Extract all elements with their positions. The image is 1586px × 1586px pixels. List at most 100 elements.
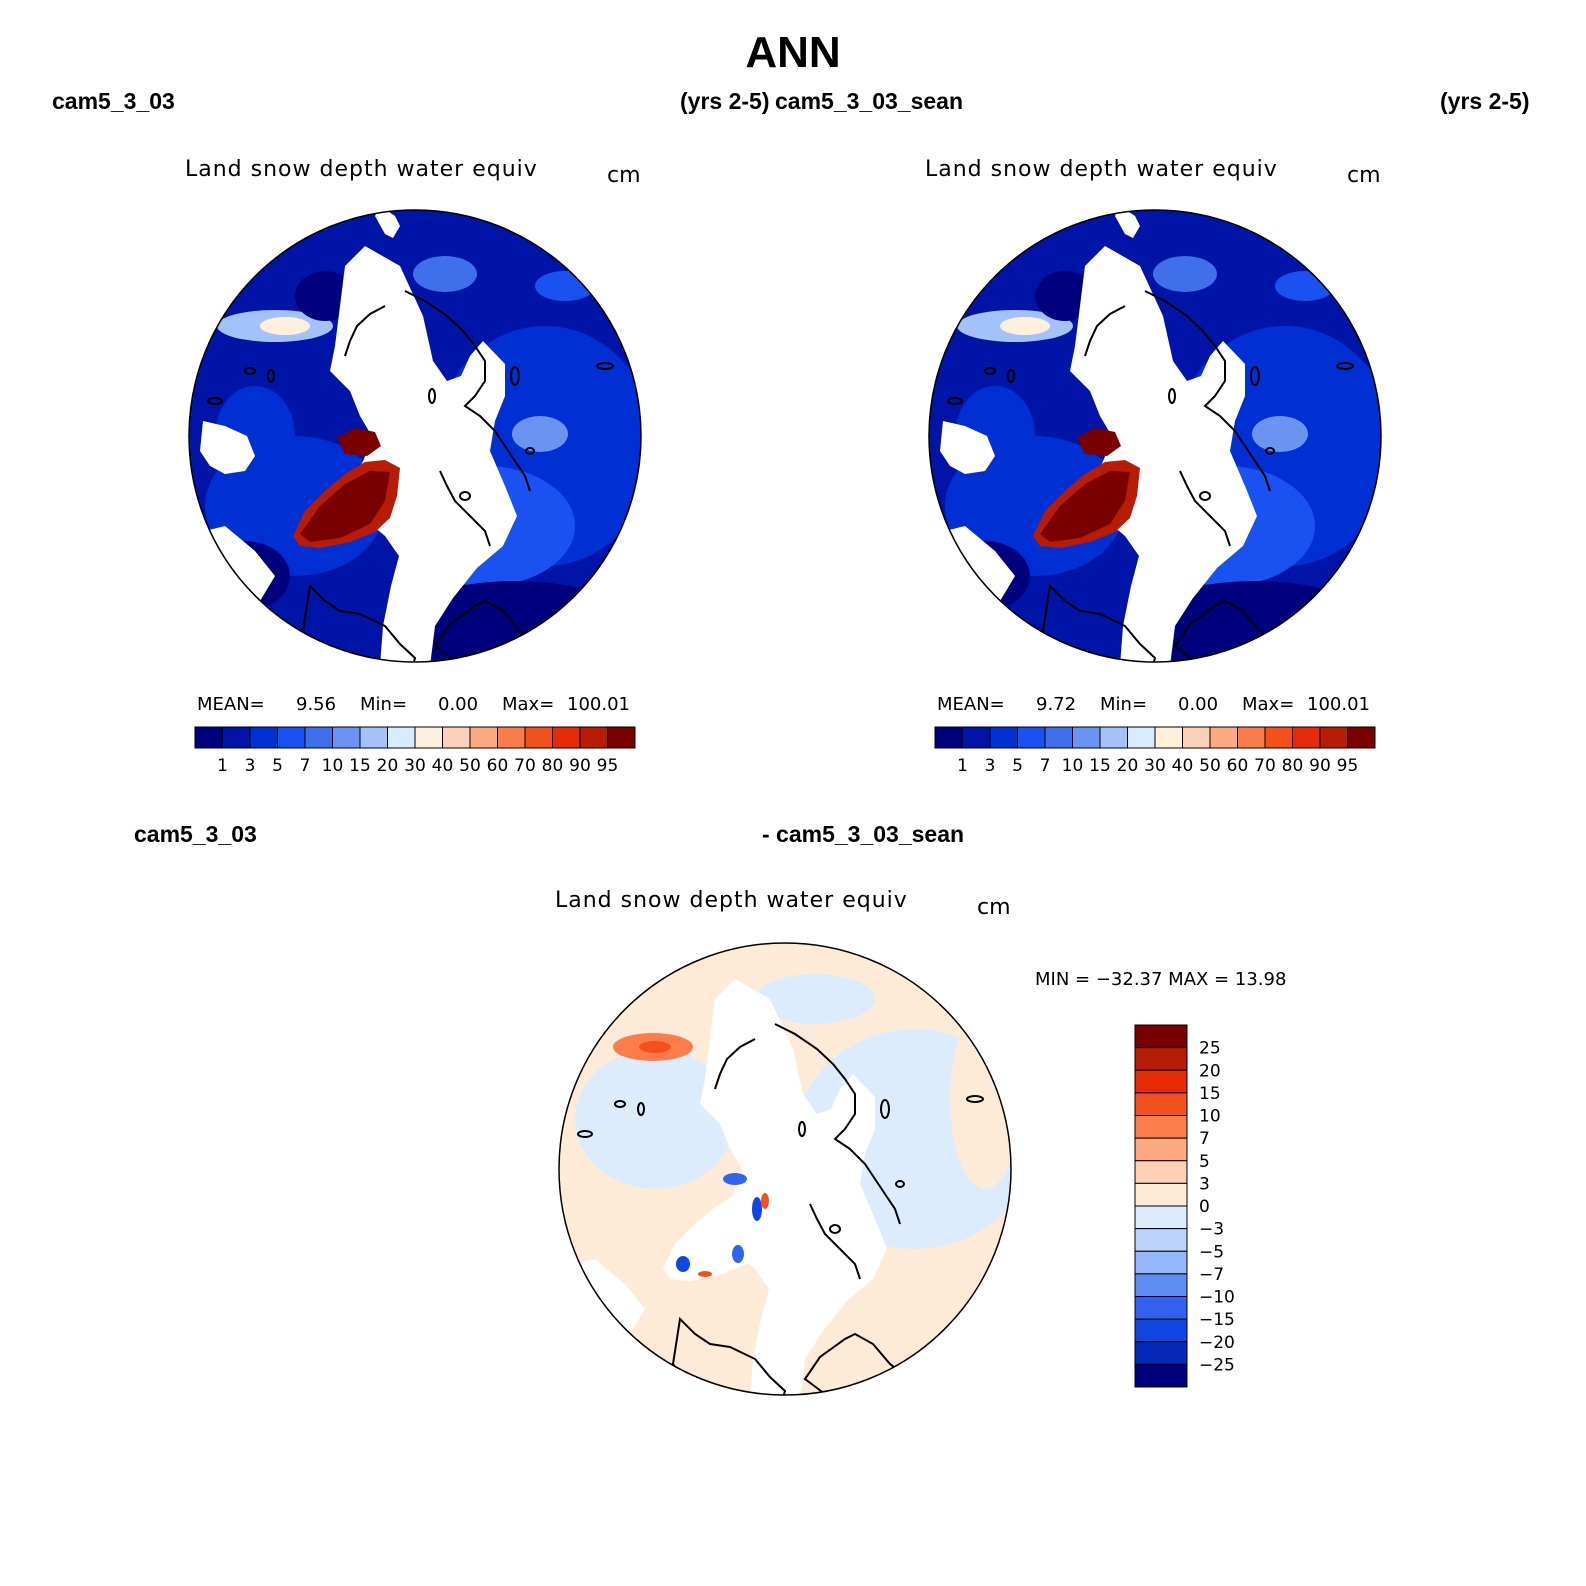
panel2-colorbar-tick-label: 90	[1309, 756, 1331, 776]
panel1-island-outline	[267, 369, 275, 383]
panel1-mean-value: 9.56	[296, 694, 337, 715]
panel2-colorbar-tick-label: 70	[1254, 756, 1276, 776]
panel2-island-outline	[1199, 491, 1211, 501]
panel1-colorbar-tick-label: 30	[404, 756, 426, 776]
right-years-label: (yrs 2-5)	[1440, 88, 1530, 114]
panel1-island-outline	[596, 362, 614, 370]
panel1-colorbar-swatch	[249, 726, 278, 749]
panel2-island-outline	[1265, 447, 1275, 455]
figure-title: ANN	[745, 28, 841, 77]
panel2-colorbar-tick-label: 50	[1199, 756, 1221, 776]
panel1-colorbar-swatch	[222, 726, 251, 749]
panel2-polar-map	[928, 209, 1382, 663]
panel1-colorbar-swatch	[497, 726, 526, 749]
diff-coastline	[714, 1038, 756, 1090]
left-case-label: cam5_3_03	[52, 88, 175, 114]
diff-colorbar-swatch	[1134, 1160, 1188, 1184]
panel2-colorbar-tick-label: 7	[1040, 756, 1051, 776]
diff-diff-region	[676, 1256, 690, 1272]
panel1-snow-region	[260, 317, 310, 335]
panel2-variable: Land snow depth water equiv	[925, 157, 1278, 182]
panel1-colorbar-tick-label: 7	[300, 756, 311, 776]
panel2-max-label: Max=	[1242, 694, 1295, 715]
panel1-island-outline	[525, 447, 535, 455]
panel2-mean-label: MEAN=	[937, 694, 1005, 715]
panel2-snow-region	[1252, 416, 1308, 452]
diff-colorbar-tick-label: 7	[1199, 1129, 1210, 1149]
diff-diff-region	[723, 1173, 747, 1185]
panel1-snow-region	[512, 416, 568, 452]
panel2-colorbar-swatch	[1347, 726, 1376, 749]
panel1-no-snow-region	[330, 246, 517, 662]
diff-colorbar-swatch	[1134, 1205, 1188, 1230]
diff-colorbar-swatch	[1134, 1318, 1188, 1343]
panel2-colorbar-tick-label: 10	[1062, 756, 1084, 776]
diff-diff-region	[639, 1041, 671, 1053]
diff-colorbar-tick-label: −25	[1199, 1355, 1235, 1375]
panel1-island-outline	[459, 491, 471, 501]
diff-colorbar-tick-label: −15	[1199, 1310, 1235, 1330]
panel2-colorbar-tick-label: 1	[957, 756, 968, 776]
panel2-colorbar-tick-label: 40	[1172, 756, 1194, 776]
panel2-units: cm	[1347, 163, 1381, 188]
panel1-no-snow-region	[200, 421, 255, 474]
panel1-coastline	[404, 290, 531, 492]
panel1-mean-label: MEAN=	[197, 694, 265, 715]
panel1-colorbar-tick-label: 15	[349, 756, 371, 776]
diff-left-label: cam5_3_03	[134, 821, 257, 847]
diff-diff-region	[575, 1049, 735, 1189]
panel1-colorbar-tick-label: 80	[542, 756, 564, 776]
panel1-colorbar-swatch	[607, 726, 636, 749]
panel2-colorbar-tick-label: 60	[1227, 756, 1249, 776]
diff-colorbar-swatch	[1134, 1137, 1188, 1162]
diff-colorbar-tick-label: −10	[1199, 1288, 1235, 1308]
diff-diff-region	[761, 1193, 769, 1209]
panel1-colorbar-tick-label: 10	[322, 756, 344, 776]
diff-no-change-region	[663, 1193, 770, 1281]
panel1-snow-region	[535, 271, 595, 301]
diff-island-outline	[577, 1130, 593, 1138]
diff-colorbar-swatch	[1134, 1363, 1188, 1388]
panel2-colorbar-tick-label: 95	[1337, 756, 1359, 776]
panel1-polar-map	[188, 209, 642, 663]
diff-colorbar-tick-label: −20	[1199, 1333, 1235, 1353]
panel2-colorbar-swatch	[962, 726, 991, 749]
panel2-colorbar-tick-label: 30	[1144, 756, 1166, 776]
diff-coastline	[803, 1332, 965, 1395]
panel2-colorbar-swatch	[989, 726, 1018, 749]
diff-colorbar-tick-label: −3	[1199, 1220, 1224, 1240]
panel2-max-value: 100.01	[1307, 694, 1370, 715]
panel1-colorbar-tick-label: 90	[569, 756, 591, 776]
panel2-coastline	[1084, 305, 1126, 357]
panel1-units: cm	[607, 163, 641, 188]
panel2-colorbar-swatch	[1127, 726, 1156, 749]
diff-coastline	[809, 1203, 861, 1280]
panel2-snow-region	[1000, 317, 1050, 335]
panel2-deep-snow-region	[1040, 471, 1130, 542]
panel2-island-outline	[1336, 362, 1354, 370]
panel1-coastline	[433, 599, 595, 662]
panel1-colorbar-tick-label: 50	[459, 756, 481, 776]
panel2-colorbar-swatch	[934, 726, 963, 749]
panel2-no-snow-region	[1115, 210, 1140, 238]
diff-coastline	[774, 1023, 901, 1225]
diff-colorbar-tick-label: 3	[1199, 1174, 1210, 1194]
panel2-colorbar-tick-label: 3	[985, 756, 996, 776]
diff-colorbar-tick-label: −5	[1199, 1242, 1224, 1262]
diff-colorbar-swatch	[1134, 1047, 1188, 1071]
panel2-colorbar-swatch	[1182, 726, 1211, 749]
panel1-colorbar-swatch	[524, 726, 553, 749]
panel1-coastline	[344, 305, 386, 357]
panel2-colorbar-swatch	[1292, 726, 1321, 749]
diff-colorbar-swatch	[1134, 1092, 1188, 1116]
panel1-colorbar: 1 3 5 7 10 15 20 30 40 50 60 70 80 90 95	[194, 726, 636, 776]
panel1-colorbar-tick-label: 70	[514, 756, 536, 776]
panel1-colorbar-tick-label: 40	[432, 756, 454, 776]
diff-diff-region	[698, 1271, 712, 1277]
panel1-colorbar-swatch	[332, 726, 361, 749]
panel2-no-snow-region	[940, 421, 995, 474]
panel1-min-label: Min=	[360, 694, 408, 715]
panel2-min-value: 0.00	[1178, 694, 1219, 715]
panel1-colorbar-tick-label: 95	[597, 756, 619, 776]
panel1-snow-region	[413, 256, 477, 292]
